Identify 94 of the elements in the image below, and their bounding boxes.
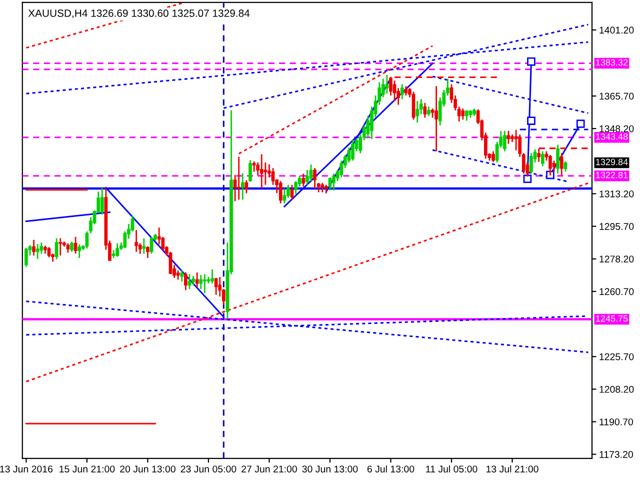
candlestick <box>176 270 180 280</box>
candlestick <box>184 272 188 291</box>
y-tick-label: 1190.70 <box>600 418 633 426</box>
y-tick-label: 1225.70 <box>600 353 634 360</box>
candlestick <box>282 188 286 204</box>
y-tick-label: 1365.70 <box>600 92 634 100</box>
point <box>576 120 585 128</box>
candlestick <box>540 150 544 167</box>
x-tick-label: 13 Jul 21:00 <box>486 465 538 472</box>
candlestick <box>264 162 268 186</box>
candlestick <box>502 130 506 152</box>
candlestick <box>328 176 332 192</box>
candlestick <box>47 246 51 258</box>
candlestick <box>260 154 264 190</box>
candlestick <box>188 273 192 290</box>
candlestick <box>150 236 154 254</box>
candlestick <box>66 242 70 254</box>
candlestick <box>427 106 430 117</box>
candlestick <box>85 230 89 250</box>
candlestick <box>530 152 533 174</box>
candlestick <box>385 74 389 94</box>
x-tick-label: 6 Jul 13:00 <box>367 465 414 472</box>
x-tick-label: 11 Jul 05:00 <box>426 465 478 472</box>
y-tick-label: 1260.70 <box>600 288 634 296</box>
candlestick <box>100 187 104 216</box>
candlestick <box>552 160 556 172</box>
candlestick <box>302 172 306 188</box>
y-tick-label: 1348.20 <box>600 125 634 132</box>
candlestick <box>237 156 241 200</box>
candlestick <box>180 270 184 282</box>
text: XAUUSD,H4 1326.69 1330.60 1325.07 1329.84 <box>28 10 250 18</box>
candlestick <box>70 240 74 252</box>
candlestick <box>278 180 282 204</box>
y-tick-label: 1313.20 <box>600 190 634 198</box>
candlestick <box>54 238 58 260</box>
candlestick <box>32 239 36 256</box>
candlestick <box>416 100 419 124</box>
y-tick-label: 1208.20 <box>600 386 634 393</box>
candlestick <box>290 184 294 200</box>
candlestick <box>74 236 78 254</box>
candlestick <box>24 247 28 268</box>
candlestick <box>240 172 244 200</box>
candlestick <box>332 172 336 192</box>
candlestick <box>309 164 313 182</box>
candlestick <box>320 182 324 193</box>
x-tick-label: 13 Jun 2016 <box>0 466 53 472</box>
candlestick <box>146 246 150 259</box>
candlestick <box>537 148 541 163</box>
candlestick <box>404 85 408 96</box>
candlestick <box>134 229 138 252</box>
candlestick <box>412 91 416 120</box>
candlestick <box>195 272 199 288</box>
candlestick <box>78 244 82 259</box>
x-tick-label: 15 Jun 21:00 <box>60 466 115 472</box>
candlestick <box>248 160 252 182</box>
ref-line-label: 1245.75 <box>596 315 628 322</box>
candlestick <box>36 243 40 260</box>
text: 1329.84 <box>596 158 628 166</box>
candlestick <box>392 80 396 102</box>
candlestick <box>202 273 206 294</box>
y-tick-label: 1173.20 <box>600 451 633 458</box>
x-tick-label: 27 Jun 21:00 <box>242 466 297 472</box>
point <box>523 174 532 184</box>
candlestick <box>192 275 195 286</box>
candlestick <box>564 160 568 172</box>
candlestick <box>506 130 510 145</box>
candlestick <box>313 167 316 190</box>
x-tick-label: 23 Jun 05:00 <box>180 466 236 472</box>
candlestick <box>244 179 248 194</box>
candlestick <box>142 238 146 255</box>
candlestick <box>492 150 495 163</box>
candlestick <box>351 139 354 162</box>
candlestick <box>116 242 120 258</box>
candlestick <box>556 144 560 174</box>
y-tick-label: 1278.20 <box>600 256 634 262</box>
ref-line-label: 1383.32 <box>596 59 628 66</box>
candlestick <box>210 268 214 284</box>
candlestick <box>199 274 203 290</box>
candlestick <box>461 108 465 120</box>
ref-line-label: 1343.48 <box>596 133 628 140</box>
candlestick <box>252 160 256 172</box>
y-tick-label: 1401.20 <box>600 26 634 34</box>
y-tick-label: 1295.70 <box>600 223 634 230</box>
candlestick <box>400 84 404 100</box>
x-tick-label: 20 Jun 13:00 <box>120 466 176 472</box>
candlestick <box>434 85 438 152</box>
candlestick <box>423 102 427 118</box>
candlestick <box>548 154 552 176</box>
point <box>527 116 536 125</box>
ref-line-label: 1322.81 <box>596 172 628 178</box>
candlestick <box>560 152 564 176</box>
x-tick-label: 30 Jun 13:00 <box>302 466 358 472</box>
candlestick <box>58 238 62 256</box>
point <box>527 57 536 66</box>
